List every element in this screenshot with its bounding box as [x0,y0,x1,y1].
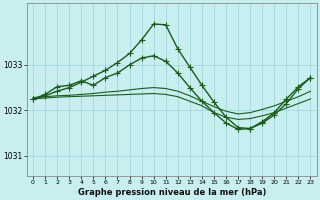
X-axis label: Graphe pression niveau de la mer (hPa): Graphe pression niveau de la mer (hPa) [77,188,266,197]
